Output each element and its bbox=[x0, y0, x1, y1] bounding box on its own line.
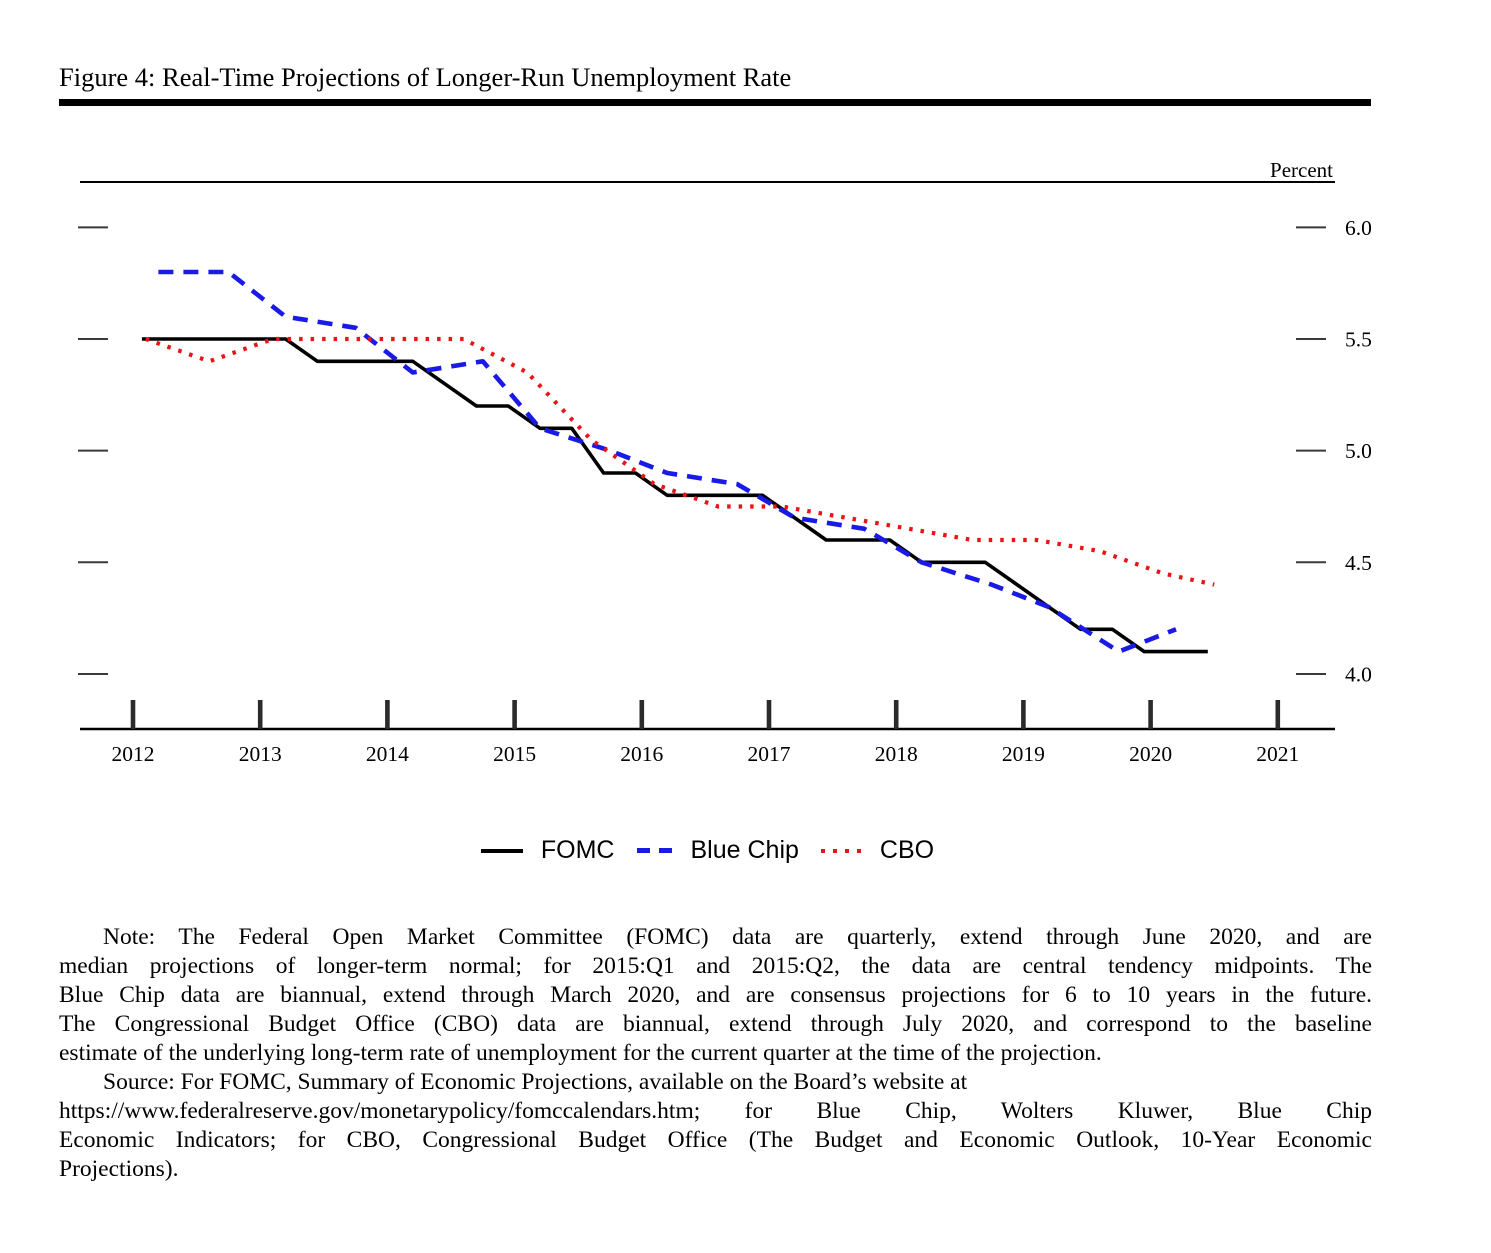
legend-item-blue-chip: Blue Chip bbox=[636, 836, 799, 865]
note-line: estimate of the underlying long-term rat… bbox=[59, 1040, 1102, 1066]
legend-item-fomc: FOMC bbox=[480, 836, 615, 865]
x-axis-tick-label: 2016 bbox=[620, 742, 663, 766]
legend-label-cbo: CBO bbox=[879, 836, 935, 864]
x-axis-tick-label: 2020 bbox=[1129, 742, 1172, 766]
legend-item-cbo: CBO bbox=[820, 836, 935, 865]
x-axis-tick-label: 2015 bbox=[493, 742, 536, 766]
series-line-cbo bbox=[145, 336, 1215, 587]
x-axis-tick-label: 2021 bbox=[1256, 742, 1299, 766]
chart-legend: FOMC Blue Chip CBO bbox=[80, 836, 1335, 865]
y-axis-tick-label: 4.5 bbox=[1345, 551, 1372, 575]
series-line-blue-chip bbox=[158, 269, 1177, 654]
x-axis-tick-label: 2018 bbox=[875, 742, 918, 766]
note-line: Projections). bbox=[59, 1156, 179, 1182]
x-axis-tick-label: 2019 bbox=[1002, 742, 1045, 766]
note-line: Note: The Federal Open Market Committee … bbox=[103, 924, 1372, 950]
note-line: Economic Indicators; for CBO, Congressio… bbox=[59, 1127, 1372, 1153]
y-axis-unit-label: Percent bbox=[1270, 158, 1333, 182]
x-axis-tick-label: 2012 bbox=[112, 742, 155, 766]
legend-label-blue-chip: Blue Chip bbox=[690, 836, 799, 864]
note-line: The Congressional Budget Office (CBO) da… bbox=[59, 1011, 1372, 1037]
cbo-dotted-swatch-icon bbox=[820, 848, 862, 853]
figure-title: Figure 4: Real-Time Projections of Longe… bbox=[59, 62, 792, 92]
x-axis-tick-label: 2014 bbox=[366, 742, 409, 766]
note-line: Blue Chip data are biannual, extend thro… bbox=[59, 982, 1372, 1008]
fomc-line-swatch-icon bbox=[480, 848, 523, 853]
note-line: Source: For FOMC, Summary of Economic Pr… bbox=[103, 1069, 968, 1095]
y-axis-tick-label: 5.0 bbox=[1345, 439, 1372, 463]
y-axis-tick-label: 5.5 bbox=[1345, 328, 1372, 352]
x-axis-tick-label: 2013 bbox=[239, 742, 282, 766]
title-rule bbox=[59, 99, 1371, 106]
unemployment-projections-chart: Percent 6.0 5.5 5.0 4.5 4.0 2012 2013 2014 2015 20… bbox=[78, 158, 1372, 766]
legend-label-fomc: FOMC bbox=[540, 836, 615, 864]
y-axis-tick-label: 4.0 bbox=[1345, 662, 1372, 686]
y-axis-tick-label: 6.0 bbox=[1345, 216, 1372, 240]
figure-notes: Note: The Federal Open Market Committee … bbox=[59, 923, 1372, 1184]
note-line: median projections of longer-term normal… bbox=[59, 953, 1372, 979]
note-line: https://www.federalreserve.gov/monetaryp… bbox=[59, 1098, 1372, 1124]
blue-chip-dashed-swatch-icon bbox=[636, 848, 673, 853]
x-axis-tick-label: 2017 bbox=[748, 742, 791, 766]
